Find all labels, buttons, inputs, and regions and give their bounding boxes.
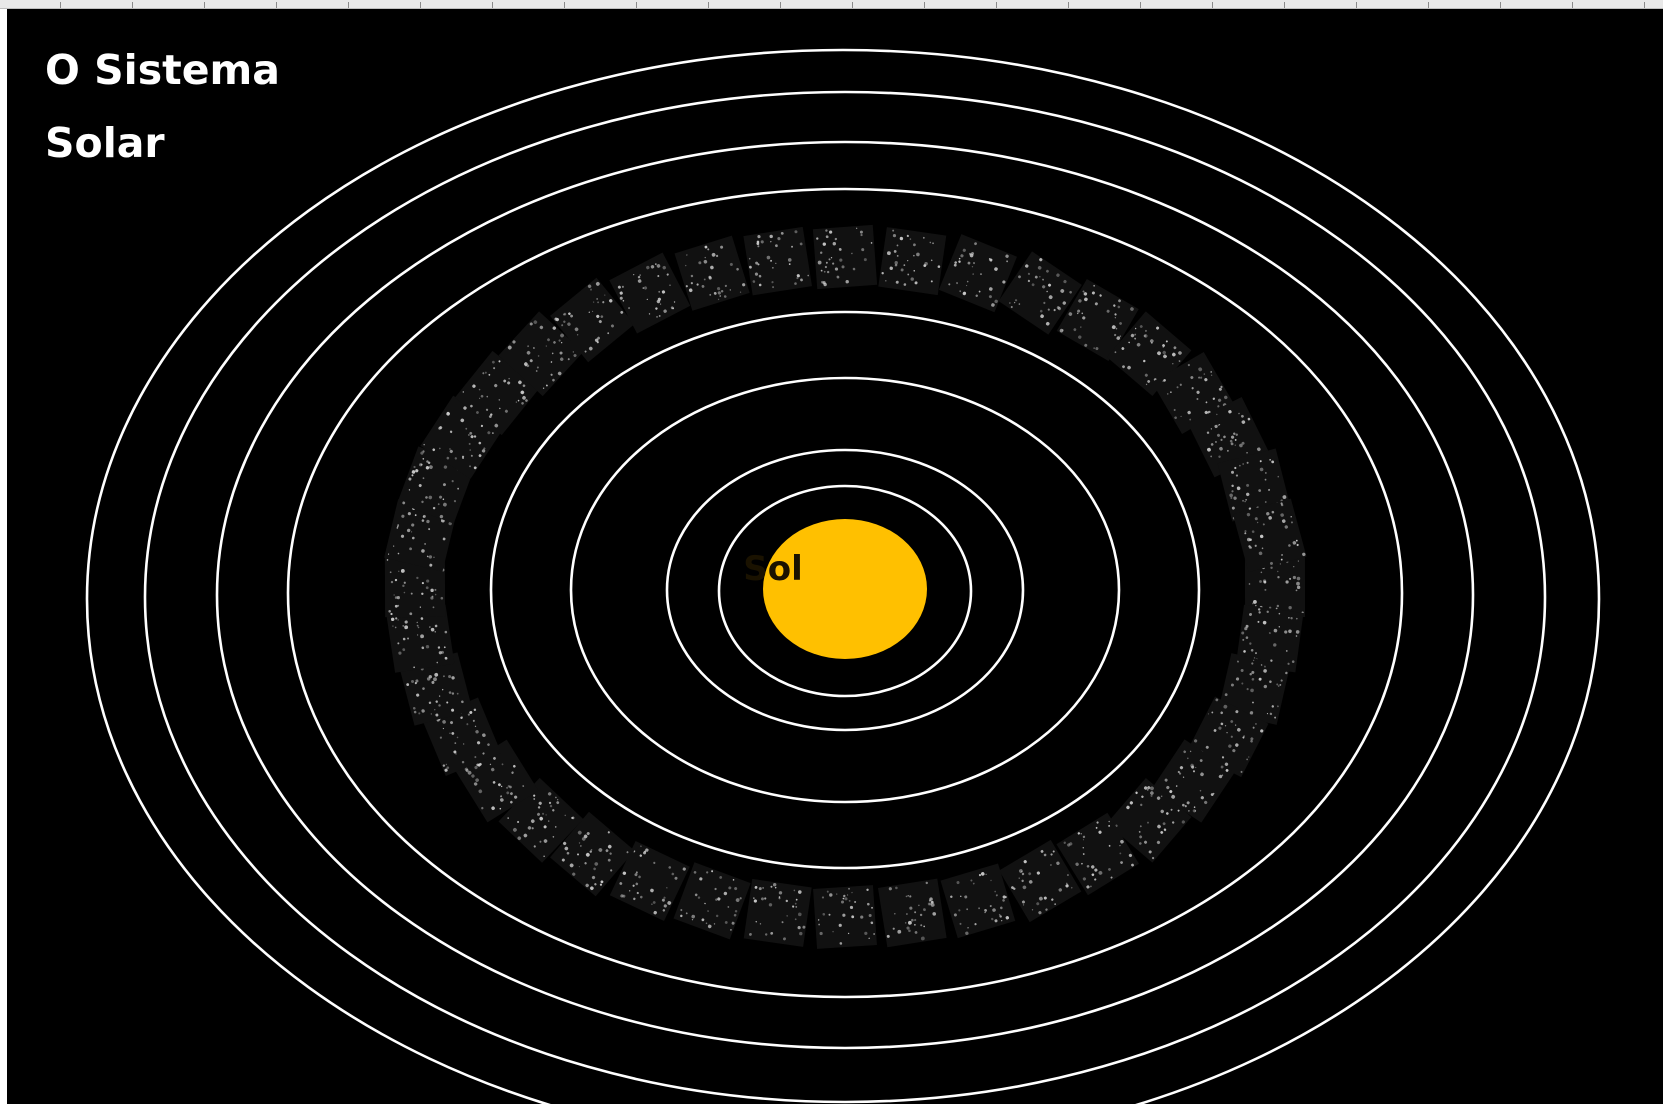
orbit-5 (286, 187, 1404, 999)
ruler-tick (60, 2, 61, 8)
asteroid-tile (743, 226, 812, 296)
orbits (85, 48, 1601, 1104)
asteroid-tile (998, 251, 1082, 335)
asteroid-belt (384, 224, 1307, 949)
asteroid-tile (743, 878, 812, 947)
asteroid-tile (1056, 812, 1139, 896)
asteroid-tile (1218, 653, 1290, 725)
ruler-tick (924, 2, 925, 8)
asteroid-tile (813, 885, 877, 949)
asteroid-tile (999, 839, 1082, 923)
ruler-tick (1644, 2, 1645, 8)
asteroid-tile (1106, 777, 1192, 863)
asteroid-tile (550, 277, 635, 363)
asteroid-tile (938, 234, 1017, 313)
asteroid-tile (940, 863, 1016, 939)
solar-system-diagram (85, 48, 1601, 1104)
ruler-tick (708, 2, 709, 8)
asteroid-tile (498, 311, 584, 397)
title-line-1: O Sistema (45, 46, 280, 94)
ruler-tick (1572, 2, 1573, 8)
asteroid-tile (812, 224, 878, 290)
ruler-tick (204, 2, 205, 8)
asteroid-tile (878, 227, 947, 296)
asteroid-tile (1235, 604, 1304, 673)
ruler-tick (564, 2, 565, 8)
orbit-8 (85, 48, 1601, 1104)
ruler-tick (1068, 2, 1069, 8)
ruler-tick (1212, 2, 1213, 8)
ruler-tick (780, 2, 781, 8)
ruler-tick (276, 2, 277, 8)
ruler-tick (1284, 2, 1285, 8)
orbit-1 (717, 484, 973, 698)
asteroid-tile (609, 252, 691, 334)
asteroid-tile (386, 604, 455, 673)
orbit-3 (569, 376, 1121, 804)
asteroid-tile (1056, 278, 1139, 362)
sun-label: Sol (743, 549, 803, 589)
asteroid-tile (1232, 498, 1307, 573)
ruler-tick (420, 2, 421, 8)
asteroid-tile (550, 811, 635, 897)
top-ruler (0, 0, 1663, 9)
orbit-7 (143, 90, 1547, 1104)
orbit-4 (489, 310, 1201, 870)
ruler-tick (852, 2, 853, 8)
ruler-tick (492, 2, 493, 8)
sun (763, 519, 927, 659)
ruler-tick (1140, 2, 1141, 8)
ruler-tick (996, 2, 997, 8)
asteroid-tile (877, 878, 947, 948)
asteroid-tile (399, 652, 473, 726)
ruler-tick (132, 2, 133, 8)
ruler-tick (1356, 2, 1357, 8)
ruler-tick (1428, 2, 1429, 8)
asteroid-tile (384, 556, 446, 618)
title-line-2: Solar (45, 119, 165, 167)
ruler-tick (636, 2, 637, 8)
asteroid-tile (673, 862, 751, 940)
ruler-tick (1500, 2, 1501, 8)
slide: O Sistema Solar Sol (7, 9, 1663, 1104)
orbit-2 (665, 448, 1025, 732)
ruler-tick (348, 2, 349, 8)
asteroid-tile (609, 841, 690, 921)
orbit-6 (215, 140, 1475, 1050)
asteroid-tile (674, 235, 750, 311)
